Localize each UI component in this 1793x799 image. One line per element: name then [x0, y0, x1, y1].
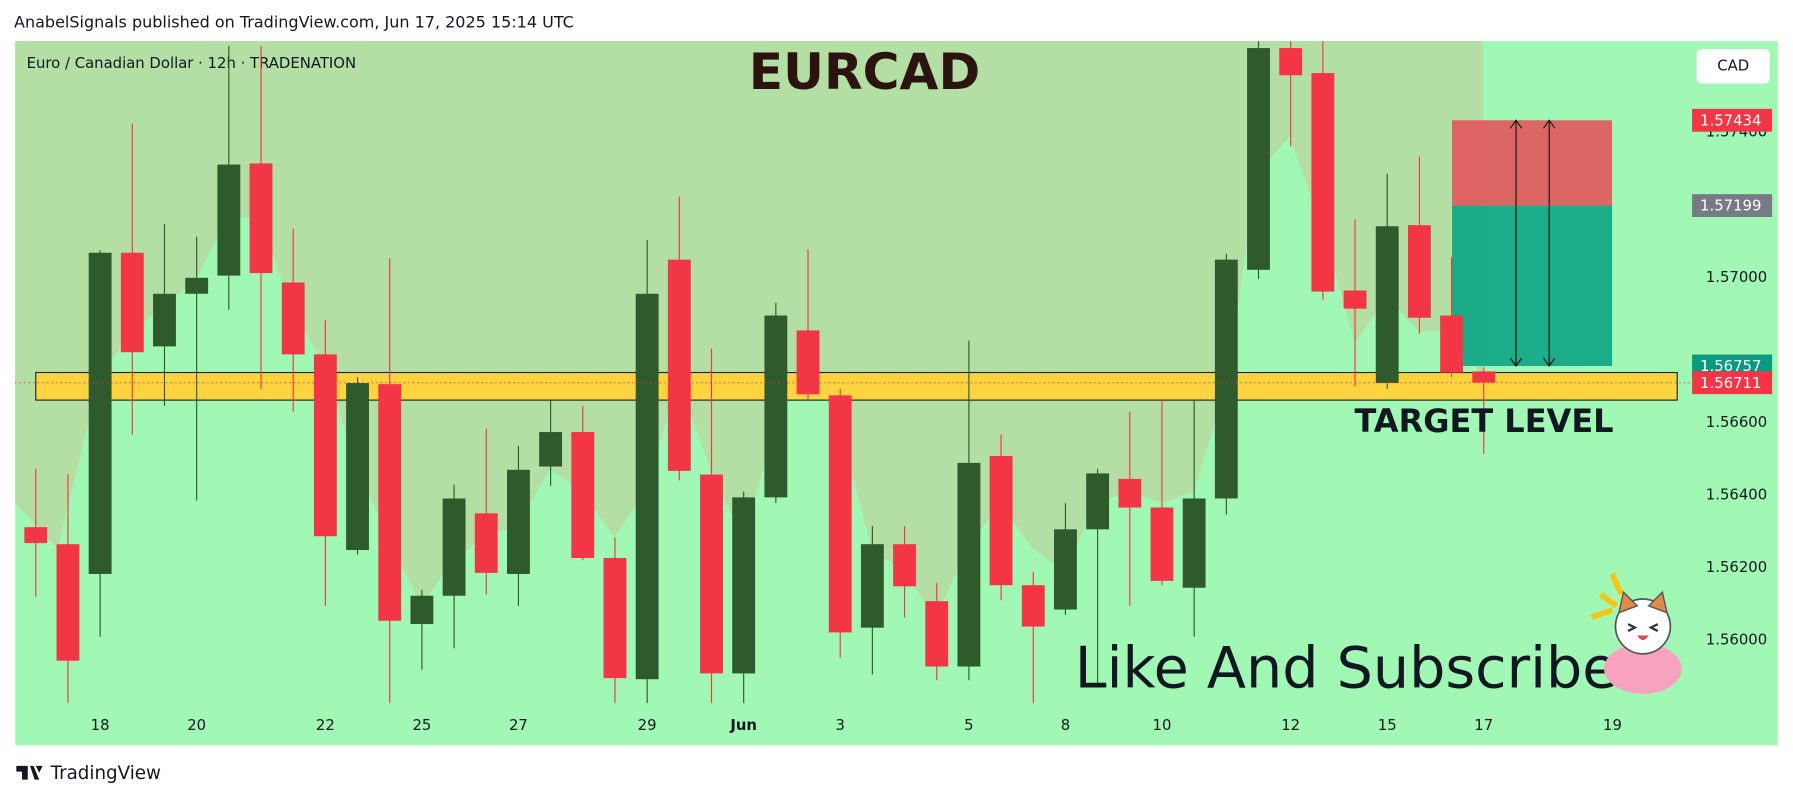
candle-body [764, 315, 788, 498]
y-tick-label: 1.56400 [1706, 486, 1767, 504]
candle-body [635, 293, 659, 680]
currency-label: CAD [1717, 56, 1749, 74]
candle-body [281, 282, 305, 355]
target-zone [35, 371, 1678, 401]
currency-button[interactable] [1696, 49, 1770, 84]
candle-body [1021, 585, 1045, 627]
x-tick-label: 10 [1153, 716, 1172, 734]
target-area [1452, 205, 1613, 366]
candle-body [185, 277, 209, 294]
candle-body [796, 330, 820, 395]
candle-body [1311, 73, 1335, 292]
candle-body [88, 252, 112, 574]
x-tick-label: 29 [638, 716, 657, 734]
candle-body [603, 557, 627, 679]
candle-body [313, 354, 337, 537]
footer-text: TradingView [50, 763, 161, 784]
x-tick-label: 19 [1603, 716, 1622, 734]
candle-body [1375, 226, 1399, 384]
price-label-box [1692, 108, 1773, 132]
candle-body [249, 163, 273, 274]
candle-body [1054, 529, 1077, 610]
cat-sticker [1590, 572, 1682, 694]
price-label-box [1692, 371, 1773, 395]
x-tick-label: Jun [729, 716, 757, 734]
price-label: 1.57434 [1700, 111, 1761, 129]
price-label: 1.56711 [1700, 374, 1761, 392]
candle-body [1247, 48, 1270, 270]
candle-body [120, 252, 144, 353]
x-tick-label: 5 [964, 716, 973, 734]
x-tick-label: 20 [187, 716, 206, 734]
x-tick-label: 17 [1474, 716, 1493, 734]
y-tick-label: 1.56600 [1706, 413, 1767, 431]
candle-body [410, 595, 434, 625]
x-tick-label: 3 [835, 716, 844, 734]
candle-body [1472, 371, 1496, 383]
candle-body [217, 164, 241, 276]
price-label: 1.56757 [1700, 357, 1761, 375]
candle-body [893, 544, 916, 587]
chart-title: EURCAD [749, 42, 980, 101]
x-tick-label: 25 [412, 716, 431, 734]
candle-body [1182, 498, 1206, 588]
candle-body [56, 544, 80, 661]
candle-body [346, 383, 369, 551]
candles [24, 41, 1496, 704]
candle-body [700, 474, 723, 674]
candle-body [828, 395, 852, 633]
candle-body [474, 513, 498, 573]
candle-body [507, 469, 530, 574]
x-tick-label: 27 [509, 716, 528, 734]
x-tick-label: 15 [1378, 716, 1397, 734]
arrow-head [1543, 119, 1556, 367]
candle-body [571, 432, 595, 558]
price-label-box [1692, 194, 1773, 217]
candle-body [1440, 315, 1464, 373]
x-tick-label: 12 [1281, 716, 1300, 734]
x-tick-label: 18 [91, 716, 110, 734]
candle-body [24, 527, 48, 544]
candle-body [1407, 225, 1431, 318]
candle-body [1343, 290, 1367, 309]
candle-body [957, 462, 981, 667]
y-tick-label: 1.56200 [1706, 558, 1767, 576]
y-tick-label: 1.57000 [1706, 268, 1767, 286]
arrow-head [1509, 119, 1523, 367]
y-tick-label: 1.56000 [1706, 631, 1767, 649]
candle-body [1214, 259, 1238, 499]
candle-body [1118, 478, 1142, 508]
publisher-header: AnabelSignals published on TradingView.c… [14, 12, 574, 31]
price-label: 1.57199 [1700, 197, 1761, 215]
target-level-label: TARGET LEVEL [1354, 402, 1613, 440]
candle-body [1150, 507, 1174, 581]
candle-body [732, 497, 756, 674]
candle-body [925, 601, 949, 667]
candle-body [989, 456, 1013, 586]
x-tick-label: 8 [1061, 716, 1070, 734]
candle-body [1086, 473, 1110, 530]
footer-logo [16, 765, 43, 780]
symbol-info: Euro / Canadian Dollar · 12h · TRADENATI… [27, 54, 356, 72]
candle-body [667, 259, 691, 471]
annotation: Like And Subscribe [1075, 636, 1618, 702]
candle-body [860, 544, 884, 628]
candle-body [378, 384, 402, 621]
candle-body [539, 432, 563, 467]
candle-body [1279, 48, 1303, 76]
stop-area [1452, 120, 1613, 206]
candle-body [442, 498, 466, 596]
x-tick-label: 22 [316, 716, 335, 734]
candle-body [153, 293, 176, 347]
